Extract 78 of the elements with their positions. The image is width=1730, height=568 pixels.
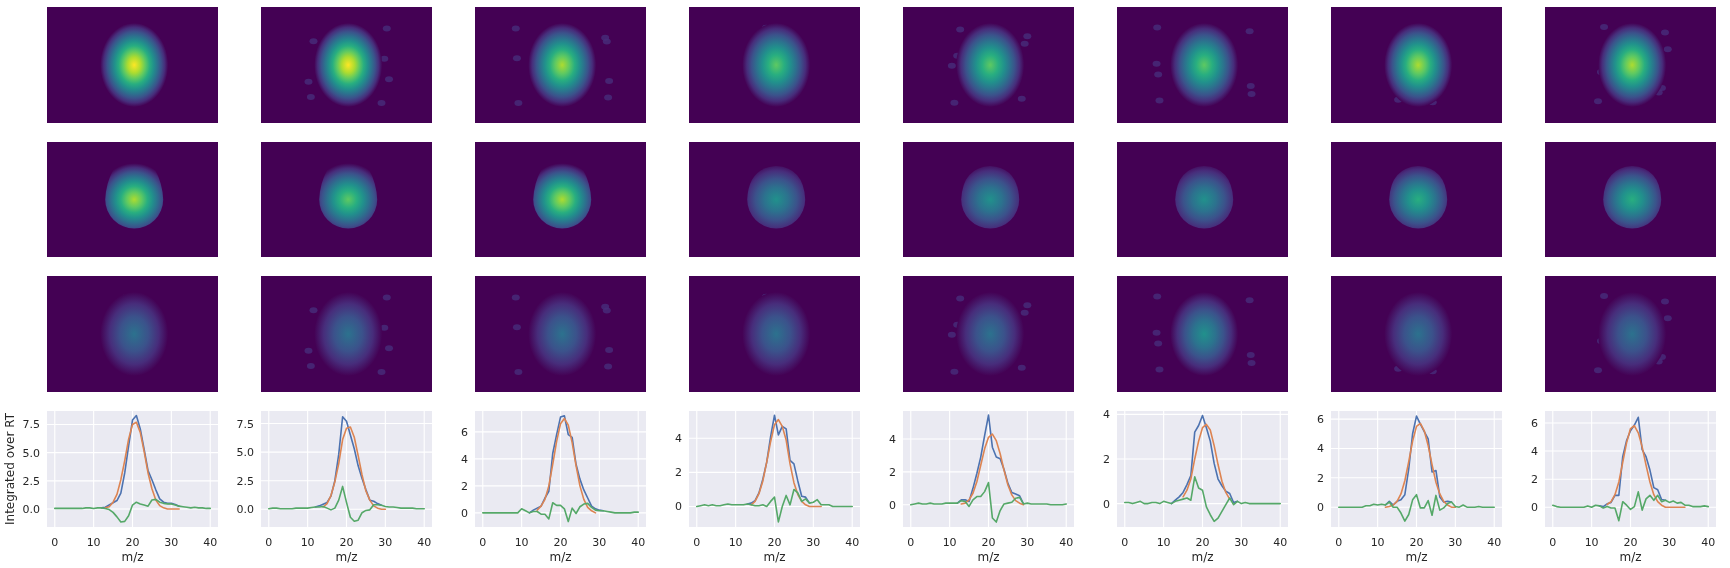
y-tick-label: 4 [675, 432, 682, 446]
x-tick-label: 0 [51, 536, 59, 549]
y-tick-label: 6 [1531, 416, 1538, 430]
x-tick-label: 20 [125, 536, 140, 549]
x-tick-label: 20 [1409, 536, 1424, 549]
x-tick-label: 40 [631, 536, 646, 549]
x-tick-label: 20 [339, 536, 354, 549]
y-tick-label: 2 [1531, 473, 1538, 487]
x-tick-label: 0 [1549, 536, 1557, 549]
x-tick-label: 30 [592, 536, 607, 549]
x-tick-label: 40 [417, 536, 432, 549]
y-tick-label: 2 [675, 466, 682, 480]
x-axis-title: m/z [1191, 550, 1214, 564]
y-tick-label: 0 [889, 498, 896, 512]
x-axis-title: m/z [1405, 550, 1428, 564]
x-tick-label: 0 [479, 536, 487, 549]
y-tick-label: 0 [1317, 501, 1324, 515]
y-tick-label: 0 [1531, 501, 1538, 515]
x-tick-label: 0 [1121, 536, 1129, 549]
y-tick-label: 0 [461, 506, 468, 520]
x-tick-label: 40 [1701, 536, 1716, 549]
x-tick-label: 10 [1370, 536, 1385, 549]
x-tick-label: 10 [1156, 536, 1171, 549]
y-tick-label: 6 [461, 425, 468, 439]
x-tick-label: 20 [767, 536, 782, 549]
x-tick-label: 0 [1335, 536, 1343, 549]
x-tick-label: 20 [1195, 536, 1210, 549]
x-axis-title: m/z [763, 550, 786, 564]
x-tick-label: 40 [1059, 536, 1074, 549]
x-axis-title: m/z [549, 550, 572, 564]
y-tick-label: 0 [1103, 497, 1110, 511]
y-tick-label: 2 [1103, 452, 1110, 466]
x-tick-label: 40 [203, 536, 218, 549]
x-tick-label: 10 [86, 536, 101, 549]
y-tick-label: 2.5 [22, 474, 40, 488]
x-tick-label: 0 [265, 536, 273, 549]
x-axis-title: m/z [977, 550, 1000, 564]
y-tick-label: 5.0 [22, 446, 40, 460]
x-axis-title: m/z [121, 550, 144, 564]
x-tick-label: 30 [1448, 536, 1463, 549]
y-tick-label: 7.5 [22, 418, 40, 432]
y-tick-label: 4 [1531, 445, 1538, 459]
x-tick-label: 40 [1487, 536, 1502, 549]
x-tick-label: 20 [553, 536, 568, 549]
x-tick-label: 10 [728, 536, 743, 549]
y-tick-label: 0.0 [236, 503, 254, 517]
y-tick-label: 2 [1317, 471, 1324, 485]
x-tick-label: 30 [806, 536, 821, 549]
x-tick-label: 0 [907, 536, 915, 549]
x-tick-label: 40 [1273, 536, 1288, 549]
y-tick-label: 2 [889, 465, 896, 479]
x-tick-label: 30 [1234, 536, 1249, 549]
y-tick-label: 4 [889, 432, 896, 446]
y-tick-label: 0.0 [22, 502, 40, 516]
y-tick-label: 2.5 [236, 474, 254, 488]
x-tick-label: 0 [693, 536, 701, 549]
x-tick-label: 10 [300, 536, 315, 549]
y-tick-label: 5.0 [236, 446, 254, 460]
y-tick-label: 4 [461, 452, 468, 466]
x-axis-title: m/z [335, 550, 358, 564]
y-tick-label: 6 [1317, 413, 1324, 427]
x-tick-label: 30 [378, 536, 393, 549]
x-tick-label: 20 [1623, 536, 1638, 549]
x-tick-label: 10 [514, 536, 529, 549]
x-tick-label: 10 [1584, 536, 1599, 549]
y-tick-label: 2 [461, 479, 468, 493]
x-tick-label: 30 [164, 536, 179, 549]
x-tick-label: 30 [1662, 536, 1677, 549]
y-tick-label: 4 [1317, 442, 1324, 456]
y-axis-title: Integrated over RT [3, 412, 17, 526]
x-tick-label: 20 [981, 536, 996, 549]
y-tick-label: 4 [1103, 408, 1110, 422]
x-tick-label: 10 [942, 536, 957, 549]
y-tick-label: 7.5 [236, 417, 254, 431]
x-tick-label: 30 [1020, 536, 1035, 549]
x-tick-label: 40 [845, 536, 860, 549]
y-tick-label: 0 [675, 500, 682, 514]
x-axis-title: m/z [1619, 550, 1642, 564]
